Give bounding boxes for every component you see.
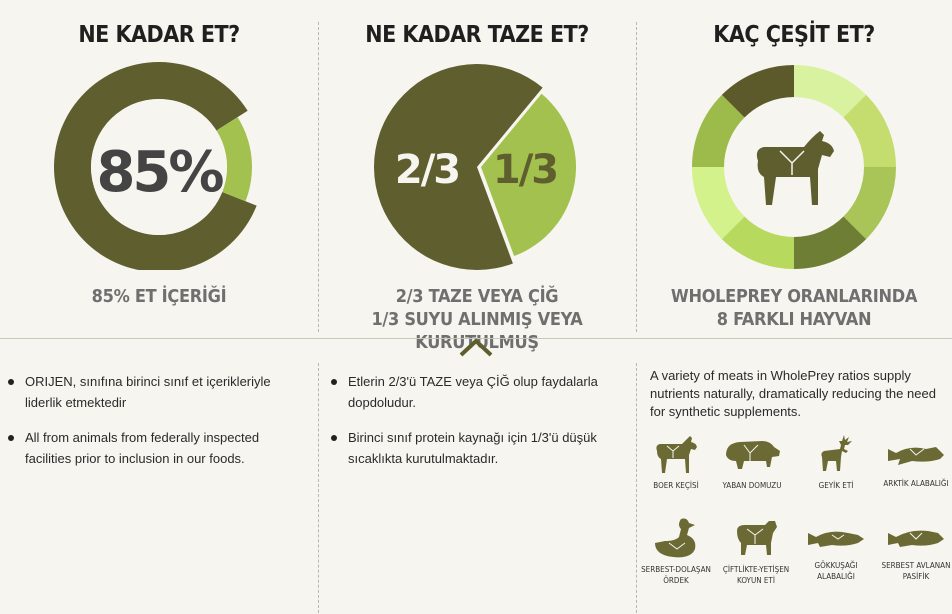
meat-variety-caption-line2: 8 FARKLI HAYVAN — [716, 309, 872, 330]
fresh-meat-pie-chart: 2/3 1/3 — [374, 64, 576, 270]
animal-lamb: ÇİFTLİKTE-YETİŞEN KOYUN ETİ — [716, 517, 796, 586]
pie-slice-1 — [481, 93, 576, 257]
rainbow-trout-icon — [808, 531, 864, 547]
pie-slice-1 — [843, 94, 896, 167]
pie-slice-2 — [843, 167, 896, 240]
donut-hole — [91, 99, 227, 235]
slice-label-dried: 1/3 — [493, 147, 557, 193]
duck-icon — [655, 518, 696, 558]
deer-icon — [821, 435, 852, 471]
animal-label: YABAN DOMUZU — [722, 481, 782, 490]
animal-wild-boar: YABAN DOMUZU — [712, 435, 792, 491]
meat-amount-title: NE KADAR ET? — [78, 22, 240, 48]
animal-deer: GEYİK ETİ — [796, 435, 876, 491]
column-divider — [318, 363, 319, 613]
pie-slice-3 — [794, 216, 867, 269]
slice-label-fresh: 2/3 — [395, 147, 459, 193]
meat-variety-caption-line1: WHOLEPREY ORANLARINDA — [670, 286, 918, 307]
pie-slice-4 — [721, 216, 794, 269]
pie-slice-5 — [692, 167, 745, 240]
fresh-meat-bullets: Etlerin 2/3'ü TAZE veya ÇİĞ olup faydala… — [331, 371, 611, 483]
meat-variety-donut-chart — [692, 65, 896, 269]
animal-label: GEYİK ETİ — [818, 481, 854, 490]
list-item: Etlerin 2/3'ü TAZE veya ÇİĞ olup faydala… — [331, 371, 611, 413]
bullet-icon — [8, 435, 14, 441]
bullet-icon — [8, 379, 14, 385]
column-divider — [318, 22, 319, 332]
meat-variety-title: KAÇ ÇEŞİT ET? — [713, 22, 875, 48]
arctic-char-icon — [888, 447, 944, 465]
animal-label: GÖKKUŞAĞI ALABALIĞI — [814, 561, 858, 581]
meat-variety-caption: WHOLEPREY ORANLARINDA 8 FARKLI HAYVAN — [636, 285, 952, 331]
animal-label: BOER KEÇİSİ — [653, 481, 699, 490]
list-item: ORIJEN, sınıfına birinci sınıf et içerik… — [8, 371, 298, 413]
animal-label: SERBEST-DOLAŞAN ÖRDEK — [641, 565, 711, 585]
column-divider — [636, 363, 637, 613]
animal-arctic-char: ARKTİK ALABALIĞI — [876, 435, 952, 489]
fresh-meat-column: NE KADAR TAZE ET? 2/3 1/3 2/3 TAZE VEYA Ç… — [318, 0, 636, 353]
chevron-up-icon — [459, 338, 493, 357]
animal-label: ÇİFTLİKTE-YETİŞEN KOYUN ETİ — [722, 565, 790, 585]
center-percent-label: 85% — [96, 140, 223, 205]
bullet-icon — [331, 435, 337, 441]
fresh-meat-caption-line2: 1/3 SUYU ALINMIŞ VEYA KURUTULMUŞ — [371, 309, 583, 353]
pie-slice-7 — [721, 65, 794, 118]
meat-amount-donut-chart: 85% — [54, 62, 257, 270]
animal-boer-goat: BOER KEÇİSİ — [636, 435, 716, 491]
fresh-meat-caption: 2/3 TAZE VEYA ÇİĞ 1/3 SUYU ALINMIŞ VEYA … — [318, 285, 636, 354]
column-divider — [636, 22, 637, 332]
fresh-meat-title: NE KADAR TAZE ET? — [365, 22, 589, 48]
animal-label: SERBEST AVLANAN PASİFİK — [881, 561, 951, 581]
pacific-fish-icon — [888, 530, 944, 547]
top-section: NE KADAR ET? 85% 85% ET İÇERİĞİ NE KADAR… — [0, 0, 952, 353]
fresh-meat-caption-line1: 2/3 TAZE VEYA ÇİĞ — [395, 286, 559, 307]
meat-variety-column: KAÇ ÇEŞİT ET? WHOLEPREY ORANLARINDA 8 FA… — [636, 0, 952, 340]
meat-amount-column: NE KADAR ET? 85% 85% ET İÇERİĞİ — [0, 0, 318, 340]
meat-amount-caption: 85% ET İÇERİĞİ — [91, 286, 227, 307]
goat-cut-lines — [779, 150, 805, 175]
goat-icon — [756, 131, 834, 205]
animal-pacific-fish: SERBEST AVLANAN PASİFİK — [876, 517, 952, 582]
pie-slice-6 — [692, 94, 745, 167]
boar-icon — [726, 441, 780, 469]
pie-slice-1 — [216, 117, 253, 202]
pie-slice-0 — [374, 64, 543, 270]
pie-slice-0 — [54, 62, 257, 270]
animal-rainbow-trout: GÖKKUŞAĞI ALABALIĞI — [796, 517, 876, 582]
list-item: All from animals from federally inspecte… — [8, 427, 298, 469]
goat-icon — [656, 436, 697, 473]
variety-intro-text: A variety of meats in WholePrey ratios s… — [650, 368, 936, 419]
bullet-icon — [331, 379, 337, 385]
animal-duck: SERBEST-DOLAŞAN ÖRDEK — [636, 517, 716, 586]
sheep-icon — [737, 521, 777, 555]
meat-amount-bullets: ORIJEN, sınıfına birinci sınıf et içerik… — [8, 371, 298, 483]
list-item: Birinci sınıf protein kaynağı için 1/3'ü… — [331, 427, 611, 469]
animal-label: ARKTİK ALABALIĞI — [883, 479, 949, 488]
pie-slice-0 — [794, 65, 867, 118]
bottom-section: ORIJEN, sınıfına birinci sınıf et içerik… — [0, 345, 952, 614]
